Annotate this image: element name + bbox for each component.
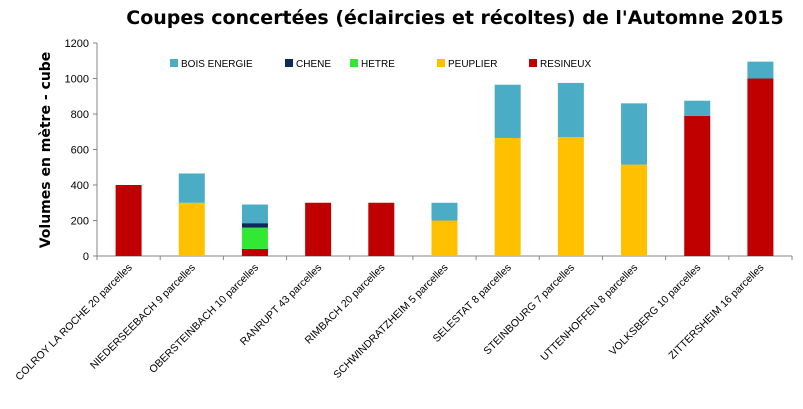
legend-swatch [437,59,445,67]
x-tick-label: SCHWINDRATZHEIM 5 parcelles [331,262,450,381]
bar-segment-peuplier [494,137,521,256]
bar-segment-resineux [747,78,774,256]
bar-segment-peuplier [621,164,648,256]
legend-swatch [350,59,358,67]
y-tick-label: 0 [83,251,89,263]
bar-segment-resineux [241,248,268,256]
y-tick-label: 400 [71,180,89,192]
bar-segment-peuplier [557,137,584,256]
bar-segment-bois-energie [431,202,458,221]
x-tick-label: OBERSTEINBACH 10 parcelles [147,262,261,376]
bar-segment-bois-energie [621,103,648,165]
y-tick-label: 800 [71,109,89,121]
y-tick-label: 1000 [65,74,89,86]
bar-segment-bois-energie [557,82,584,138]
legend-label: HETRE [361,59,395,70]
bar-segment-bois-energie [747,61,774,79]
bar-segment-bois-energie [494,84,521,138]
y-tick-label: 200 [71,216,89,228]
bar-segment-bois-energie [684,100,711,116]
chart-title: Coupes concertées (éclaircies et récolte… [126,7,783,29]
legend-label: BOIS ENERGIE [181,59,253,70]
bar-segment-bois-energie [178,173,205,203]
legend: BOIS ENERGIE CHENE HETRE PEUPLIER RESINEUX [170,59,591,70]
bars [115,61,774,257]
bar-segment-chene [241,223,268,228]
bar-segment-resineux [684,115,711,257]
legend-label: RESINEUX [540,59,591,70]
y-tick-label: 1200 [65,38,89,50]
x-tick-labels: COLROY LA ROCHE 20 parcellesNIEDERSEEBAC… [13,262,766,383]
bar-segment-bois-energie [241,204,268,224]
x-tick-label: NIEDERSEEBACH 9 parcelles [88,262,198,372]
bar-segment-peuplier [178,202,205,256]
legend-label: CHENE [296,59,331,70]
bar-segment-hetre [241,227,268,249]
legend-swatch [529,59,537,67]
legend-swatch [285,59,293,67]
legend-swatch [170,59,178,67]
x-tick-label: COLROY LA ROCHE 20 parcelles [13,262,134,383]
bar-segment-resineux [305,202,332,256]
y-tick-label: 600 [71,145,89,157]
bar-segment-peuplier [431,220,458,256]
axes: 0 200 400 600 800 1000 1200 [65,38,793,263]
y-axis-label: Volumes en mètre - cube [38,52,54,249]
bar-segment-resineux [368,202,395,256]
bar-segment-resineux [115,185,142,256]
legend-label: PEUPLIER [448,59,497,70]
